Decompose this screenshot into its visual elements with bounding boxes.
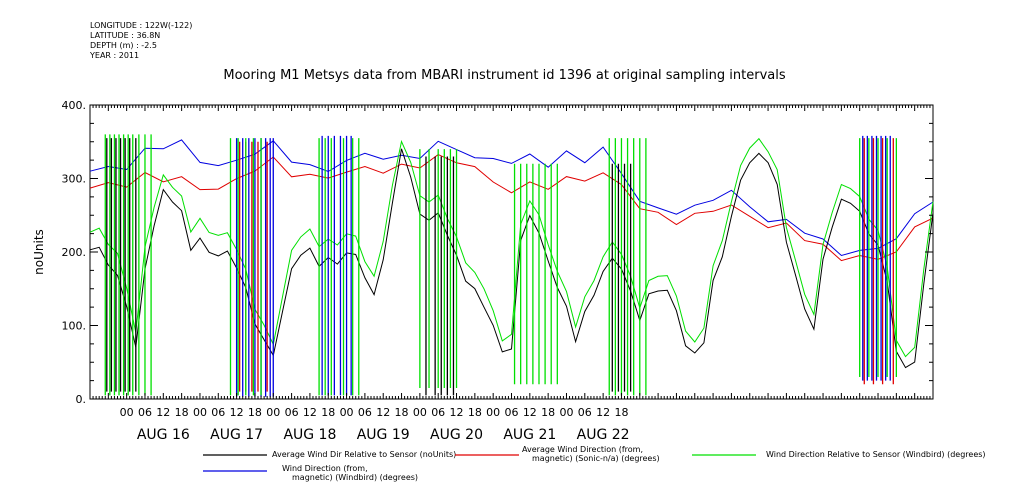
metadata-latitude: LATITUDE : 36.8N [90,31,161,40]
x-day-label: AUG 17 [210,427,263,443]
legend-label-line: magnetic) (Sonic-n/a) (degrees) [532,454,660,463]
x-hour-label: 18 [248,406,262,419]
x-hour-label: 12 [303,406,317,419]
legend-label: Wind Direction Relative to Sensor (Windb… [766,450,986,459]
x-hour-label: 00 [413,406,427,419]
legend-label-line: Wind Direction Relative to Sensor (Windb… [766,450,986,459]
x-hour-label: 18 [468,406,482,419]
x-hour-label: 00 [340,406,354,419]
x-hour-label: 18 [541,406,555,419]
x-hour-label: 12 [523,406,537,419]
legend-label-line: magnetic) (Windbird) (degrees) [292,473,418,482]
plot-frame [89,104,934,400]
metadata-longitude: LONGITUDE : 122W(-122) [90,21,193,30]
legend-label: Average Wind Dir Relative to Sensor (noU… [272,450,456,459]
x-day-label: AUG 18 [283,427,336,443]
x-hour-label: 06 [285,406,299,419]
x-hour-label: 00 [486,406,500,419]
x-hour-label: 06 [578,406,592,419]
x-hour-label: 18 [614,406,628,419]
x-day-label: AUG 22 [577,427,630,443]
x-day-label: AUG 20 [430,427,483,443]
x-hour-label: 06 [138,406,152,419]
x-hour-label: 18 [175,406,189,419]
y-tick-label: 400. [62,99,87,112]
x-hour-label: 12 [156,406,170,419]
legend-label-line: Average Wind Dir Relative to Sensor (noU… [272,450,456,459]
legend-label-line: Average Wind Direction (from, [522,445,643,454]
y-axis-label: noUnits [32,229,46,275]
series-line [89,137,934,358]
spike-layer [104,134,897,397]
x-day-label: AUG 16 [137,427,190,443]
x-hour-label: 00 [559,406,573,419]
x-hour-label: 06 [505,406,519,419]
series-line [89,154,934,262]
x-hour-label: 00 [266,406,280,419]
chart-title: Mooring M1 Metsys data from MBARI instru… [223,68,786,83]
x-hour-label: 12 [596,406,610,419]
x-hour-label: 12 [450,406,464,419]
x-hour-label: 06 [431,406,445,419]
legend: Average Wind Dir Relative to Sensor (noU… [203,445,986,482]
y-tick-label: 300. [62,173,87,186]
x-day-label: AUG 19 [357,427,410,443]
x-hour-label: 12 [376,406,390,419]
metadata-block: LONGITUDE : 122W(-122) LATITUDE : 36.8N … [90,21,192,61]
x-hour-label: 18 [321,406,335,419]
x-hour-label: 18 [395,406,409,419]
series-line [89,139,934,257]
series-layer [89,137,934,369]
x-hour-label: 06 [358,406,372,419]
x-day-label: AUG 21 [503,427,556,443]
legend-label: Wind Direction (from, magnetic) (Windbird… [282,464,418,482]
x-hour-label: 12 [230,406,244,419]
y-tick-label: 0. [76,393,87,406]
x-hour-label: 00 [120,406,134,419]
legend-label: Average Wind Direction (from, magnetic) (… [522,445,660,463]
y-tick-label: 100. [62,320,87,333]
plot-border [89,104,934,400]
metadata-year: YEAR : 2011 [90,51,140,60]
y-tick-label: 200. [62,246,87,259]
x-hour-label: 06 [211,406,225,419]
metadata-depth: DEPTH (m) : -2.5 [90,41,157,50]
x-hour-label: 00 [193,406,207,419]
legend-label-line: Wind Direction (from, [282,464,368,473]
